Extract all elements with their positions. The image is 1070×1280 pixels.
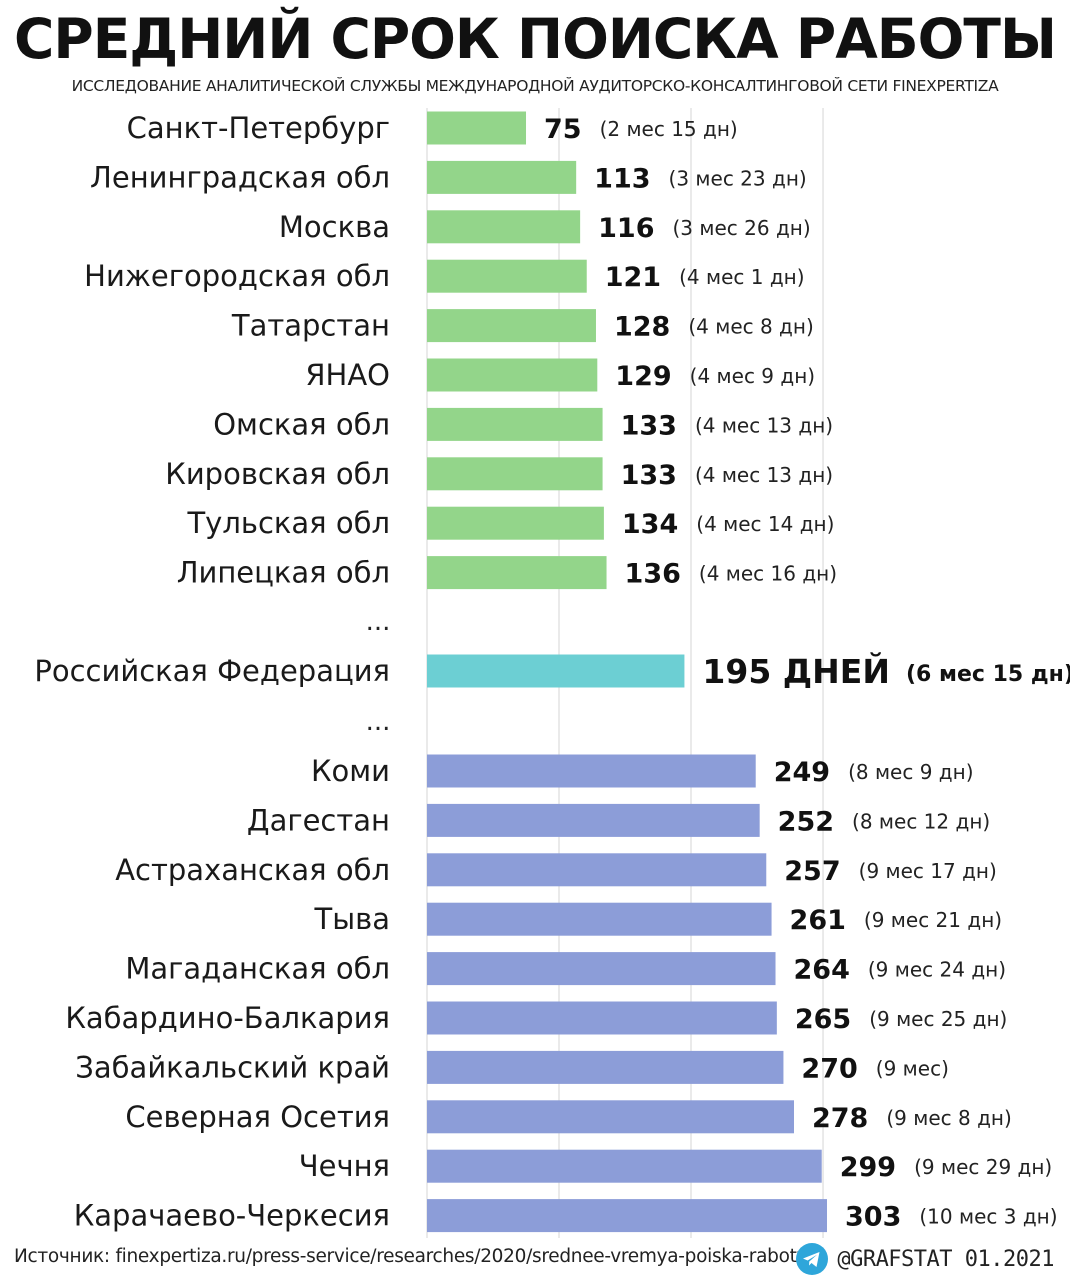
source-note: Источник: finexpertiza.ru/press-service/…	[14, 1246, 814, 1267]
value-label: 121	[605, 262, 661, 293]
value-label: 113	[594, 163, 650, 194]
bar	[427, 1199, 827, 1233]
duration-label: (3 мес 26 дн)	[673, 216, 811, 240]
category-label: Астраханская обл	[115, 853, 390, 887]
category-label: Тыва	[314, 902, 390, 936]
bar	[427, 407, 603, 441]
category-label: Забайкальский край	[75, 1050, 390, 1084]
value-label: 299	[840, 1152, 896, 1183]
duration-label: (4 мес 8 дн)	[688, 315, 813, 339]
value-label: 75	[544, 114, 582, 145]
category-label: Ленинградская обл	[90, 160, 390, 194]
bar	[427, 309, 596, 343]
telegram-icon	[796, 1243, 829, 1275]
bar	[427, 160, 577, 194]
bar-chart: Санкт-Петербург 75 (2 мес 15 дн) Ленинградс…	[34, 108, 1070, 1238]
category-label: Чечня	[299, 1149, 390, 1183]
ellipsis-mark: ...	[366, 707, 391, 737]
category-label: Москва	[279, 210, 390, 244]
value-label: 195 ДНЕЙ	[702, 651, 890, 691]
chart-subtitle: ИССЛЕДОВАНИЕ АНАЛИТИЧЕСКОЙ СЛУЖБЫ МЕЖДУН…	[71, 77, 999, 95]
category-label: Карачаево-Черкесия	[74, 1199, 390, 1233]
duration-label: (9 мес 8 дн)	[886, 1106, 1011, 1130]
duration-label: (9 мес 29 дн)	[914, 1155, 1052, 1179]
brand-text: @GRAFSTAT 01.2021	[837, 1246, 1054, 1272]
bar	[427, 556, 607, 590]
duration-label: (10 мес 3 дн)	[919, 1205, 1057, 1229]
bar	[427, 1001, 777, 1035]
bar	[427, 1050, 784, 1084]
category-label: ЯНАО	[305, 358, 390, 392]
value-label: 133	[621, 460, 677, 491]
category-label: Омская обл	[213, 407, 390, 441]
brand-block: @GRAFSTAT 01.2021	[795, 1242, 1054, 1276]
duration-label: (4 мес 13 дн)	[695, 463, 833, 487]
duration-label: (3 мес 23 дн)	[669, 166, 807, 190]
category-label: Российская Федерация	[34, 654, 390, 688]
category-label: Кировская обл	[165, 457, 390, 491]
bar	[427, 111, 527, 145]
duration-label: (6 мес 15 дн)	[906, 662, 1070, 687]
bar	[427, 754, 756, 788]
bar	[427, 654, 685, 688]
bar	[427, 853, 767, 887]
value-label: 252	[778, 806, 834, 837]
value-label: 257	[784, 856, 840, 887]
duration-label: (4 мес 16 дн)	[699, 562, 837, 586]
category-label: Дагестан	[247, 803, 390, 837]
value-label: 265	[795, 1004, 851, 1035]
bar	[427, 1149, 822, 1183]
duration-label: (9 мес)	[876, 1056, 949, 1080]
value-label: 264	[794, 955, 850, 986]
ellipsis-mark: ...	[366, 607, 391, 637]
duration-label: (9 мес 21 дн)	[864, 908, 1002, 932]
duration-label: (4 мес 13 дн)	[695, 413, 833, 437]
bar	[427, 358, 598, 392]
category-label: Липецкая обл	[177, 556, 390, 590]
value-label: 261	[790, 905, 846, 936]
category-label: Кабардино-Балкария	[65, 1001, 390, 1035]
duration-label: (9 мес 25 дн)	[869, 1007, 1007, 1031]
bar	[427, 803, 760, 837]
value-label: 270	[801, 1053, 857, 1084]
bar	[427, 902, 772, 936]
category-label: Коми	[311, 754, 390, 788]
bar	[427, 210, 581, 244]
value-label: 136	[625, 559, 681, 590]
bar	[427, 457, 603, 491]
category-label: Нижегородская обл	[84, 259, 390, 293]
value-label: 303	[845, 1202, 901, 1233]
value-label: 134	[622, 509, 678, 540]
duration-label: (4 мес 14 дн)	[696, 512, 834, 536]
duration-label: (4 мес 9 дн)	[690, 364, 815, 388]
duration-label: (2 мес 15 дн)	[600, 117, 738, 141]
value-label: 129	[615, 361, 671, 392]
duration-label: (8 мес 9 дн)	[848, 760, 973, 784]
duration-label: (9 мес 17 дн)	[859, 859, 997, 883]
bar	[427, 506, 604, 540]
value-label: 249	[774, 757, 830, 788]
value-label: 278	[812, 1103, 868, 1134]
duration-label: (8 мес 12 дн)	[852, 809, 990, 833]
category-label: Магаданская обл	[125, 952, 390, 986]
duration-label: (9 мес 24 дн)	[868, 958, 1006, 982]
value-label: 133	[621, 410, 677, 441]
bar	[427, 259, 587, 293]
bar	[427, 952, 776, 986]
category-label: Тульская обл	[186, 506, 390, 540]
category-label: Татарстан	[231, 309, 390, 343]
category-label: Санкт-Петербург	[127, 111, 390, 145]
value-label: 128	[614, 312, 670, 343]
duration-label: (4 мес 1 дн)	[679, 265, 804, 289]
chart-title: СРЕДНИЙ СРОК ПОИСКА РАБОТЫ	[14, 7, 1057, 71]
category-label: Северная Осетия	[125, 1100, 390, 1134]
bar	[427, 1100, 794, 1134]
value-label: 116	[598, 213, 654, 244]
